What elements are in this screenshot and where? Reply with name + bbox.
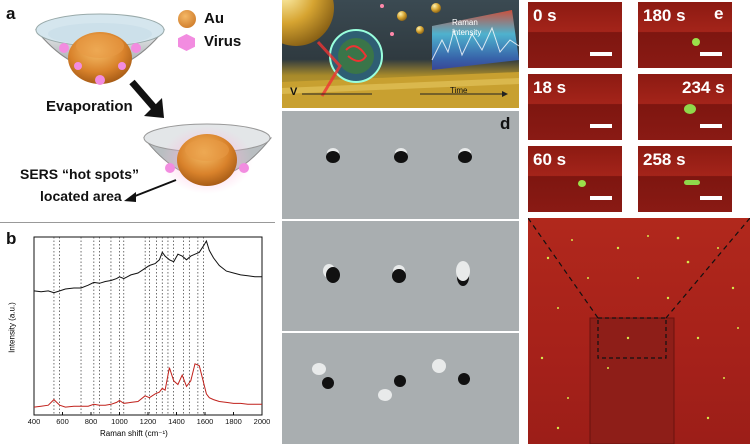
timelapse-frame-234s: 234 s bbox=[638, 74, 732, 140]
timepoint-label: 18 s bbox=[533, 78, 567, 97]
panel-c-photo: Raman intensity V Time bbox=[282, 0, 519, 108]
virus-spot bbox=[692, 38, 700, 46]
scale-bar bbox=[700, 124, 722, 128]
panel-d-frame-2 bbox=[282, 221, 519, 331]
virus-spot bbox=[684, 104, 696, 114]
timelapse-frame-18s: 18 s bbox=[528, 74, 622, 140]
x-axis-label: Raman shift (cm⁻¹) bbox=[100, 429, 168, 438]
particle bbox=[458, 151, 472, 163]
voltage-label: V bbox=[290, 86, 298, 98]
timepoint-label: 258 s bbox=[643, 150, 686, 169]
x-tick-label: 1800 bbox=[225, 417, 242, 425]
timelapse-frame-60s: 60 s bbox=[528, 146, 622, 212]
y-axis-label: Intensity (a.u.) bbox=[7, 302, 17, 353]
raman-spectrum-chart: 400 600 800 1000 1200 1400 1600 1800 2000 bbox=[28, 236, 270, 425]
particle bbox=[392, 269, 406, 283]
raman-label-line2: intensity bbox=[452, 28, 482, 37]
timepoint-label: 180 s bbox=[643, 6, 686, 25]
x-tick-label: 1400 bbox=[168, 417, 185, 425]
particle bbox=[458, 373, 470, 385]
legend-au-label: Au bbox=[204, 10, 224, 27]
time-label: Time bbox=[450, 86, 468, 95]
hotspot-label-line2: located area bbox=[40, 188, 122, 204]
overview-image bbox=[528, 218, 750, 444]
panel-letter-e: e bbox=[714, 4, 724, 23]
electrode-illustration bbox=[282, 0, 519, 108]
scale-bar bbox=[700, 196, 722, 200]
panel-b: b Intensity (a.u.) 400 600 800 1000 1200 1400… bbox=[0, 222, 275, 445]
x-tick-label: 1600 bbox=[197, 417, 214, 425]
particle bbox=[456, 261, 470, 281]
x-tick-label: 600 bbox=[56, 417, 69, 425]
panel-d-frame-1 bbox=[282, 111, 519, 219]
timelapse-frame-180s: 180 s bbox=[638, 2, 732, 68]
panel-d-frame-3 bbox=[282, 333, 519, 444]
panel-letter-b: b bbox=[6, 229, 17, 248]
particle bbox=[322, 377, 334, 389]
timepoint-label: 60 s bbox=[533, 150, 567, 169]
panel-letter-d: d bbox=[500, 114, 511, 133]
evaporation-label: Evaporation bbox=[46, 98, 133, 115]
legend-au-swatch bbox=[178, 10, 196, 28]
overview-detail bbox=[528, 218, 750, 444]
arrow-down-icon bbox=[129, 79, 164, 118]
virus-spot bbox=[684, 180, 700, 185]
callout-arrow-icon bbox=[124, 179, 177, 202]
particle bbox=[378, 389, 392, 401]
x-tick-label: 400 bbox=[28, 417, 41, 425]
timelapse-frame-258s: 258 s bbox=[638, 146, 732, 212]
particle bbox=[432, 359, 446, 373]
panel-letter-a: a bbox=[6, 4, 16, 23]
x-tick-label: 800 bbox=[85, 417, 98, 425]
x-tick-label: 2000 bbox=[254, 417, 270, 425]
plot-frame bbox=[33, 236, 263, 416]
panel-a: a Au Virus Evaporatio bbox=[0, 0, 275, 222]
scale-bar bbox=[700, 52, 722, 56]
legend-virus-swatch bbox=[178, 34, 195, 51]
hotspot-label-line1: SERS “hot spots” bbox=[20, 166, 140, 182]
timepoint-label: 0 s bbox=[533, 6, 557, 25]
legend-virus-label: Virus bbox=[204, 33, 242, 50]
bowl-bottom-illustration bbox=[142, 123, 273, 194]
particle bbox=[326, 151, 340, 163]
bowl-top-illustration bbox=[34, 13, 166, 85]
scale-bar bbox=[590, 124, 612, 128]
particle bbox=[394, 151, 408, 163]
scale-bar bbox=[590, 196, 612, 200]
raman-label-line1: Raman bbox=[452, 18, 478, 27]
particle bbox=[326, 267, 340, 283]
spectrum-line-2 bbox=[33, 363, 262, 408]
x-tick-label: 1200 bbox=[140, 417, 157, 425]
timepoint-label: 234 s bbox=[682, 78, 725, 97]
virus-spot bbox=[578, 180, 586, 187]
timelapse-frame-0s: 0 s bbox=[528, 2, 622, 68]
spectrum-line-1 bbox=[33, 239, 262, 294]
particle bbox=[312, 363, 326, 375]
particle bbox=[394, 375, 406, 387]
scale-bar bbox=[590, 52, 612, 56]
x-tick-label: 1000 bbox=[111, 417, 128, 425]
